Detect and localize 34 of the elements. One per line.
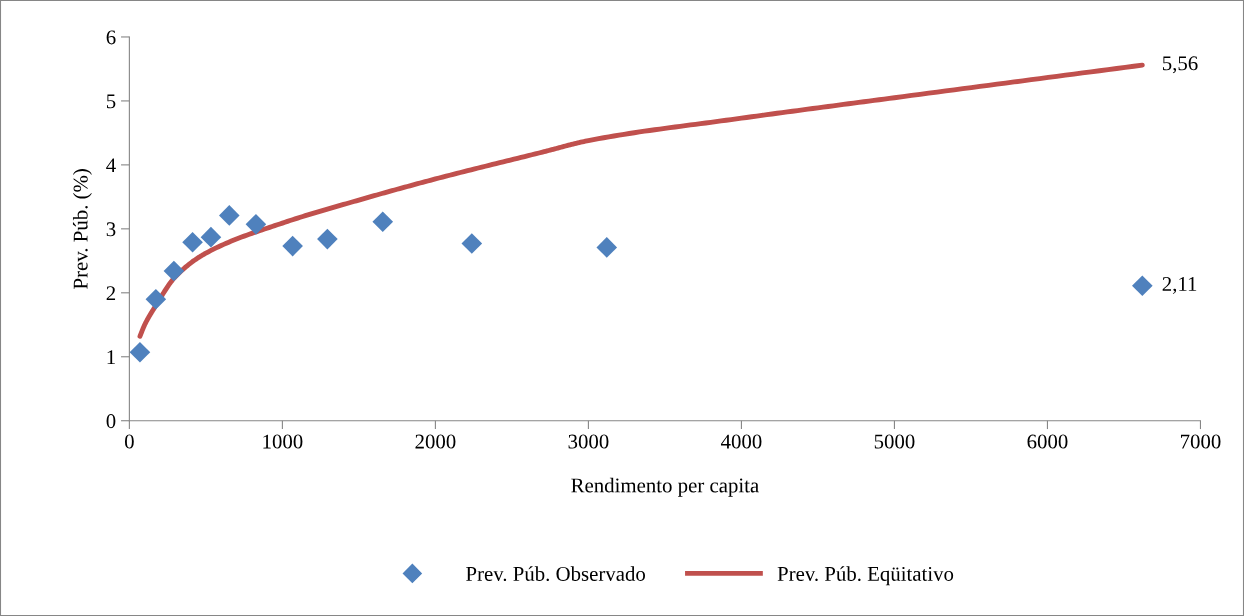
- y-axis-title: Prev. Púb. (%): [72, 169, 92, 289]
- point: [245, 214, 267, 235]
- point: [317, 228, 338, 250]
- x-axis-title: Rendimento per capita: [571, 477, 759, 497]
- y-tick-label: 4: [106, 158, 116, 173]
- legend-label: Prev. Púb. Eqüitativo: [777, 566, 954, 586]
- point: [163, 260, 185, 282]
- y-tick-label: 1: [107, 350, 115, 364]
- y-tick-label: 6: [106, 30, 116, 45]
- point: [218, 205, 240, 226]
- point: [282, 235, 303, 257]
- x-tick-label: 7000: [1181, 434, 1221, 449]
- point: [596, 237, 618, 258]
- point: [182, 231, 203, 253]
- point: [200, 226, 222, 248]
- x-tick-label: 4000: [721, 434, 762, 449]
- y-tick-label: 0: [106, 414, 116, 429]
- y-tick-label: 3: [106, 222, 116, 237]
- point: [129, 341, 151, 363]
- x-tick-label: 5000: [874, 434, 915, 449]
- x-tick-label: 2000: [415, 434, 456, 449]
- point: [1132, 275, 1153, 297]
- point: [372, 211, 394, 233]
- point: [145, 288, 167, 310]
- point: [461, 233, 483, 254]
- x-tick-label: 1000: [263, 434, 303, 449]
- x-tick-label: 0: [124, 434, 134, 449]
- legend-label: Prev. Púb. Observado: [466, 566, 646, 581]
- data-label: 5,56: [1162, 56, 1198, 74]
- x-tick-label: 3000: [568, 434, 609, 449]
- y-tick-label: 2: [106, 286, 116, 301]
- data-label: 2,11: [1162, 276, 1197, 294]
- x-tick-label: 6000: [1027, 434, 1068, 449]
- y-tick-label: 5: [106, 94, 116, 109]
